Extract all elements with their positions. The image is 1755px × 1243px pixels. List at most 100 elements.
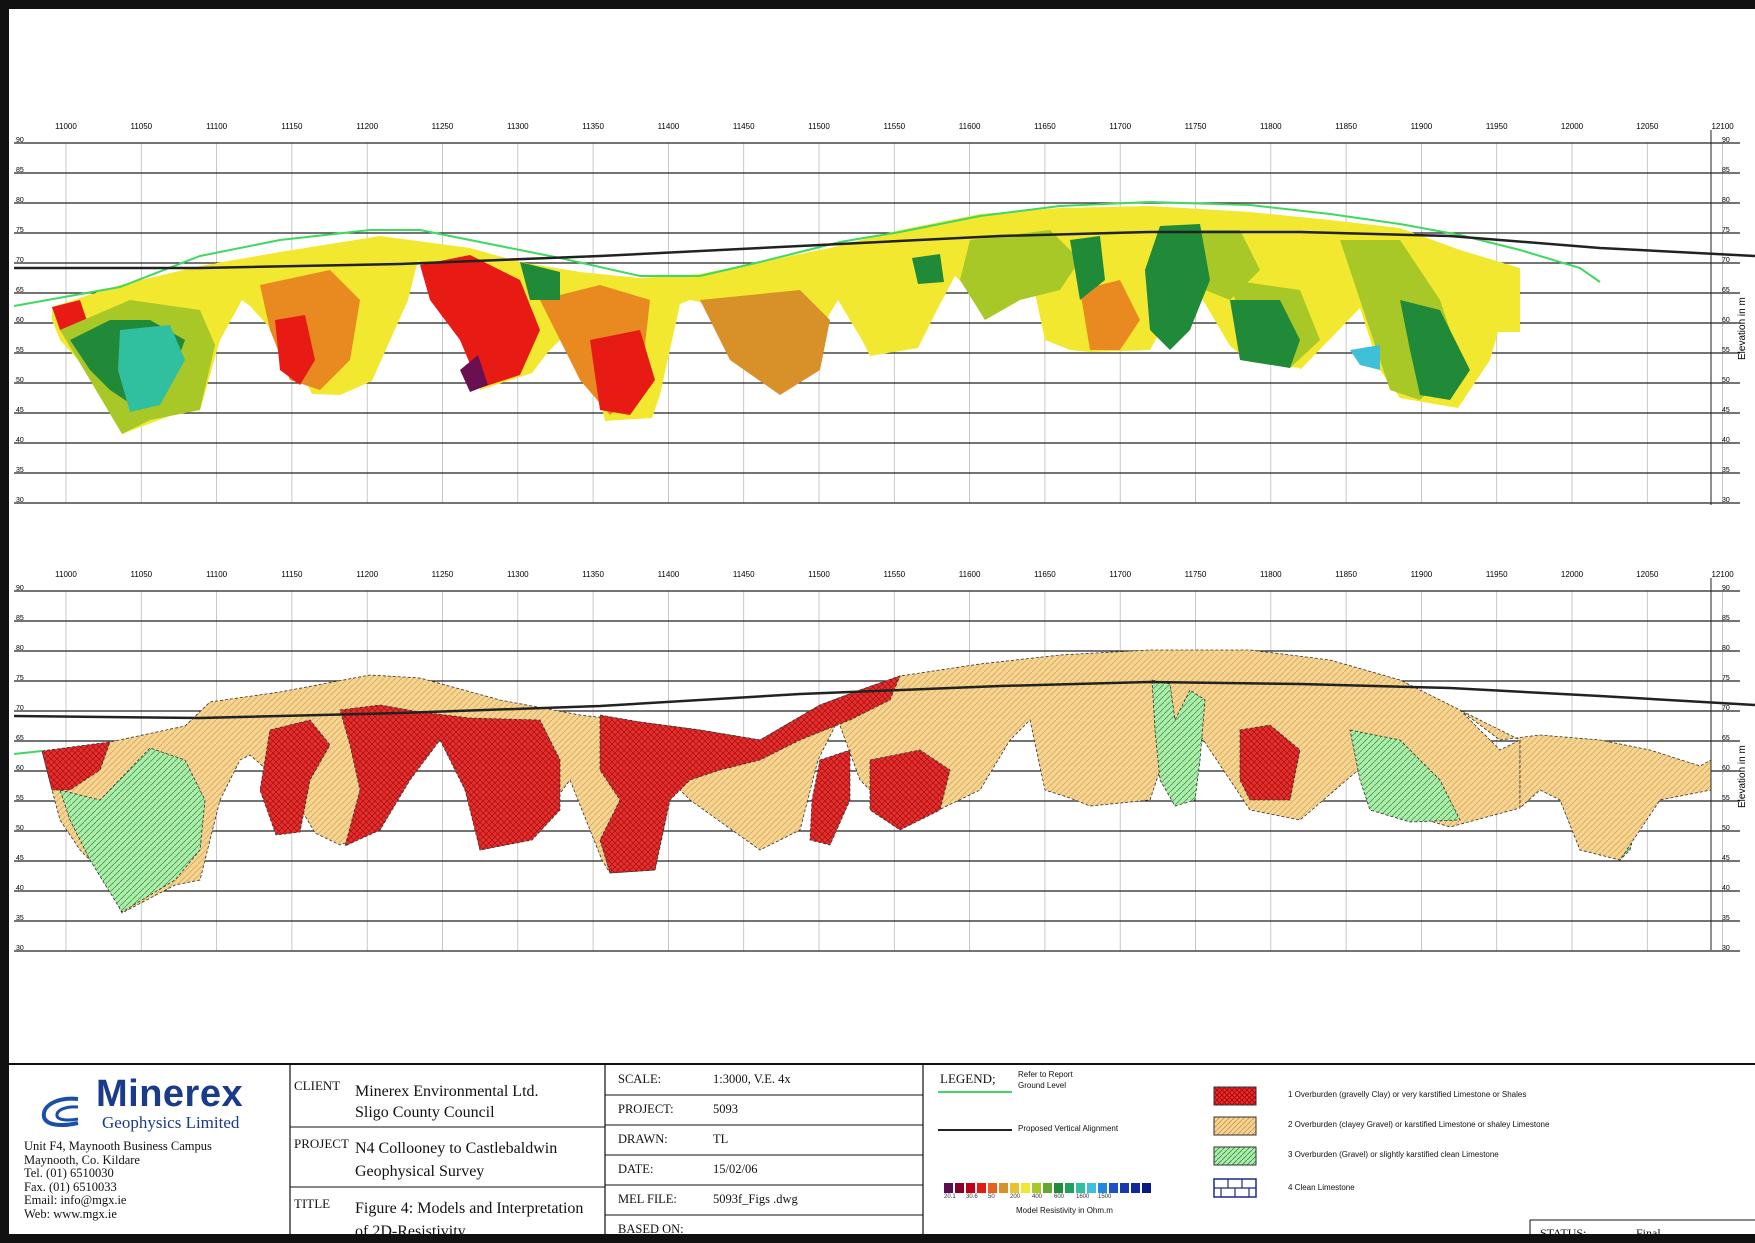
resistivity-caption: Model Resistivity in Ohm.m <box>1016 1206 1113 1215</box>
unit-swatches <box>1213 1086 1257 1198</box>
x-tick-label: 11200 <box>356 570 378 579</box>
x-tick-label: 11450 <box>733 122 755 131</box>
company-subtitle: Geophysics Limited <box>102 1113 240 1132</box>
field-project-value: 5093 <box>713 1102 738 1116</box>
interp-unit2-area <box>1459 709 1712 861</box>
y-tick-label: 45 <box>1722 855 1730 862</box>
y-tick-label: 90 <box>1722 137 1730 144</box>
color-scale-label: 600 <box>1054 1194 1065 1200</box>
y-tick-label: 50 <box>16 825 24 832</box>
elevation-label-bottom: Elevation in m <box>1737 745 1748 808</box>
project-line: Geophysical Survey <box>355 1163 485 1180</box>
unit2-swatch <box>1213 1116 1257 1136</box>
field-mel-file-value: 5093f_Figs .dwg <box>713 1192 798 1206</box>
x-tick-label: 11300 <box>507 122 529 131</box>
x-tick-label: 11950 <box>1486 122 1508 131</box>
y-tick-label: 65 <box>1722 287 1730 294</box>
top-model-green <box>912 254 944 284</box>
y-tick-label: 75 <box>16 675 24 682</box>
y-tick-label: 70 <box>16 257 24 264</box>
x-tick-label: 11050 <box>130 570 152 579</box>
x-tick-label: 12100 <box>1711 122 1734 131</box>
y-tick-label: 35 <box>16 467 24 474</box>
unit1-label: 1 Overburden (gravelly Clay) or very kar… <box>1288 1090 1527 1099</box>
color-scale-swatch <box>1054 1183 1063 1193</box>
color-scale-swatch <box>977 1183 986 1193</box>
y-tick-label: 65 <box>16 287 24 294</box>
y-tick-label: 90 <box>16 585 24 592</box>
bottom-x-axis: 11000 11050 11100 11150 11200 11250 11300 11350… <box>55 570 1734 579</box>
resistivity-scale-labels: 20.1 30.6 50 200 400 600 1600 1500 <box>944 1194 1154 1204</box>
field-drawn: DRAWN: <box>618 1132 668 1146</box>
x-tick-label: 11900 <box>1411 570 1433 579</box>
x-tick-label: 11300 <box>507 570 529 579</box>
x-tick-label: 11550 <box>883 570 905 579</box>
y-tick-label: 75 <box>1722 675 1730 682</box>
y-tick-label: 60 <box>16 317 24 324</box>
y-tick-label: 60 <box>16 765 24 772</box>
color-scale-swatch <box>1142 1183 1151 1193</box>
color-scale-swatch <box>1065 1183 1074 1193</box>
address-line: Unit F4, Maynooth Business Campus <box>24 1139 212 1153</box>
x-tick-label: 11350 <box>582 122 604 131</box>
top-model-lightgreen <box>960 230 1080 320</box>
resistivity-sections: 11000 11050 11100 11150 11200 11250 11300 11350… <box>13 122 1755 952</box>
x-tick-label: 11500 <box>808 570 830 579</box>
color-scale-label: 400 <box>1032 1194 1043 1200</box>
top-y-axis: 90 90 85 85 80 80 75 75 70 70 65 65 60 60 55 55 50 50 45 45… <box>16 137 1730 504</box>
x-tick-label: 11550 <box>883 122 905 131</box>
color-scale-swatch <box>999 1183 1008 1193</box>
interp-unit1-area <box>599 675 901 874</box>
x-tick-label: 11100 <box>206 570 228 579</box>
x-tick-label: 12050 <box>1636 122 1659 131</box>
color-scale-swatch <box>1098 1183 1107 1193</box>
legend-ground-swatch <box>938 1091 1012 1093</box>
y-tick-label: 65 <box>1722 735 1730 742</box>
y-tick-label: 30 <box>1722 945 1730 952</box>
top-model-red <box>275 315 315 385</box>
bottom-ground-level-line <box>13 750 43 755</box>
client-line: Sligo County Council <box>355 1104 495 1121</box>
bottom-proposed-alignment-line <box>13 680 1755 720</box>
x-tick-label: 11800 <box>1260 122 1282 131</box>
y-tick-label: 35 <box>1722 915 1730 922</box>
y-tick-label: 75 <box>16 227 24 234</box>
top-model-cyan <box>1350 345 1380 370</box>
title-line: of 2D-Resistivity <box>355 1223 466 1240</box>
x-tick-label: 11600 <box>959 122 981 131</box>
color-scale-swatch <box>1120 1183 1129 1193</box>
unit2-label: 2 Overburden (clayey Gravel) or karstifi… <box>1288 1120 1550 1129</box>
color-scale-swatch <box>955 1183 964 1193</box>
legend-ground-label: Ground Level <box>1018 1081 1067 1090</box>
top-proposed-alignment-line <box>14 230 1755 270</box>
interp-unit1-area <box>1239 724 1301 801</box>
y-tick-label: 50 <box>16 377 24 384</box>
field-scale-value: 1:3000, V.E. 4x <box>713 1072 791 1086</box>
interp-unit3-area <box>1151 679 1206 807</box>
top-model-green <box>1070 236 1105 300</box>
y-tick-label: 35 <box>16 915 24 922</box>
company-name: Minerex <box>96 1073 244 1115</box>
x-tick-label: 11850 <box>1335 570 1357 579</box>
color-scale-label: 50 <box>988 1194 995 1200</box>
x-tick-label: 11650 <box>1034 122 1056 131</box>
x-tick-label: 11700 <box>1109 570 1131 579</box>
x-tick-label: 11350 <box>582 570 604 579</box>
y-tick-label: 85 <box>16 167 24 174</box>
x-tick-label: 11900 <box>1411 122 1433 131</box>
x-tick-label: 11750 <box>1185 122 1207 131</box>
legend-label: LEGEND; <box>940 1071 996 1086</box>
x-tick-label: 11150 <box>281 122 303 131</box>
x-tick-label: 11000 <box>55 122 77 131</box>
x-tick-label: 11400 <box>658 570 680 579</box>
color-scale-label: 1500 <box>1098 1194 1112 1200</box>
x-tick-label: 11650 <box>1034 570 1056 579</box>
y-tick-label: 65 <box>16 735 24 742</box>
status-value: Final <box>1636 1226 1661 1240</box>
top-model-green <box>1400 300 1470 400</box>
x-tick-label: 11200 <box>356 122 378 131</box>
top-model-orange <box>700 290 830 395</box>
x-tick-label: 12050 <box>1636 570 1659 579</box>
field-drawn-value: TL <box>713 1132 729 1146</box>
